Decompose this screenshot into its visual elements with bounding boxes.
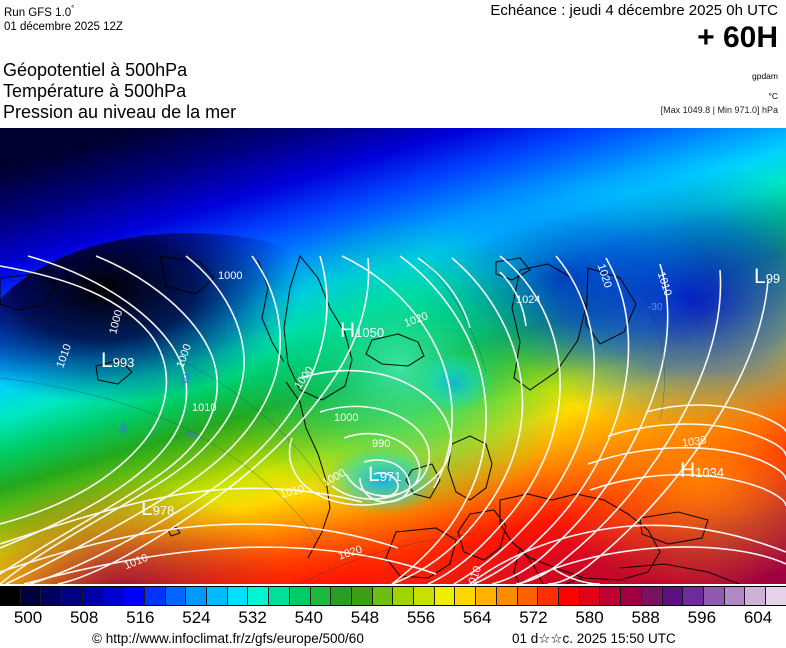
colorbar-tick-label: 580 xyxy=(575,608,604,627)
coastline-layer xyxy=(0,254,741,584)
colorbar-cell xyxy=(103,587,125,605)
chart-footer: © http://www.infoclimat.fr/z/gfs/europe/… xyxy=(0,630,786,648)
colorbar-cell xyxy=(372,587,394,605)
colorbar-cell xyxy=(331,587,352,605)
generation-timestamp: 01 d☆☆c. 2025 15:50 UTC xyxy=(512,631,676,646)
colorbar-cell xyxy=(165,587,187,605)
map-canvas xyxy=(0,128,786,584)
colorbar-tick-label: 500 xyxy=(13,608,43,627)
unit-geopotential: gpdam xyxy=(752,71,778,81)
lead-time-label: + 60H xyxy=(697,21,778,54)
colorbar-cell xyxy=(683,587,704,605)
colorbar-cell xyxy=(600,587,622,605)
colorbar-cell xyxy=(124,587,145,605)
colorbar-cell xyxy=(558,587,580,605)
weather-map[interactable]: L993 H1050 L971 L978 H1031 H1034 L1005 L… xyxy=(0,128,786,584)
colorbar-cell xyxy=(496,587,518,605)
colorbar-tick-label: 524 xyxy=(182,608,211,627)
colorbar-cell xyxy=(351,587,373,605)
colorbar-cell xyxy=(62,587,83,605)
minmax-readout: [Max 1049.8 | Min 971.0] hPa xyxy=(660,105,778,115)
chart-title-mslp: Pression au niveau de la mer xyxy=(3,102,237,122)
colorbar-cell xyxy=(414,587,435,605)
colorbar-cell xyxy=(186,587,208,605)
degree-symbol: ° xyxy=(71,4,75,13)
colorbar-cell xyxy=(745,587,767,605)
colorbar-tick-label: 540 xyxy=(294,608,323,627)
colorbar-cell xyxy=(641,587,663,605)
colorbar-cell xyxy=(269,587,290,605)
unit-temperature: °C xyxy=(768,91,778,101)
colorbar-cell xyxy=(579,587,601,605)
colorbar-cell xyxy=(703,587,725,605)
copyright-link[interactable]: © http://www.infoclimat.fr/z/gfs/europe/… xyxy=(92,631,364,646)
chart-title-geopotential: Géopotentiel à 500hPa xyxy=(3,60,188,80)
colorbar-cell xyxy=(393,587,415,605)
isobar-layer xyxy=(0,255,786,584)
colorbar-tick-label: 532 xyxy=(238,608,267,627)
colorbar-cell xyxy=(82,587,104,605)
model-run-label: Run GFS 1.0 xyxy=(4,6,72,19)
colorbar-cell xyxy=(227,587,249,605)
colorbar-tick-label: 508 xyxy=(69,608,99,627)
colorbar-cell xyxy=(289,587,311,605)
geopotential-contour-layer xyxy=(0,255,665,584)
colorbar-tick-label: 596 xyxy=(687,608,717,627)
colorbar-cell xyxy=(538,587,559,605)
colorbar-cell xyxy=(724,587,746,605)
colorbar-cell xyxy=(41,587,63,605)
colorbar-tick-label: 516 xyxy=(126,608,155,627)
colorbar-cell xyxy=(455,587,477,605)
colorbar-tick-label: 548 xyxy=(350,608,380,627)
colorbar-cell xyxy=(310,587,332,605)
map-field-layer xyxy=(0,128,786,584)
valid-time-label: Echéance : jeudi 4 décembre 2025 0h UTC xyxy=(490,2,778,19)
chart-title-temperature: Température à 500hPa xyxy=(3,81,187,101)
model-run-date: 01 décembre 2025 12Z xyxy=(4,20,123,33)
colorbar-tick-label: 572 xyxy=(519,608,548,627)
colorbar-cell xyxy=(621,587,642,605)
colorbar-cell xyxy=(766,587,786,605)
colorbar-cell xyxy=(662,587,684,605)
colorbar-tick-labels: 500 508 516 524 532 540 548 556 564 572 580 588 596 6… xyxy=(0,607,786,629)
colorbar-cell xyxy=(476,587,497,605)
colorbar-cell xyxy=(248,587,270,605)
colorbar[interactable] xyxy=(0,586,786,606)
colorbar-tick-label: 588 xyxy=(631,608,660,627)
colorbar-cell xyxy=(207,587,228,605)
colorbar-tick-label: 564 xyxy=(463,608,492,627)
colorbar-tick-label: 604 xyxy=(743,608,773,627)
colorbar-cell xyxy=(517,587,539,605)
colorbar-cell xyxy=(144,587,166,605)
chart-header: Run GFS 1.0° 01 décembre 2025 12Z Echéanc… xyxy=(0,0,786,128)
colorbar-cell xyxy=(0,587,21,605)
colorbar-cell xyxy=(20,587,42,605)
colorbar-cell xyxy=(434,587,456,605)
colorbar-tick-label: 556 xyxy=(406,608,436,627)
model-run-info: Run GFS 1.0° 01 décembre 2025 12Z xyxy=(4,2,123,34)
